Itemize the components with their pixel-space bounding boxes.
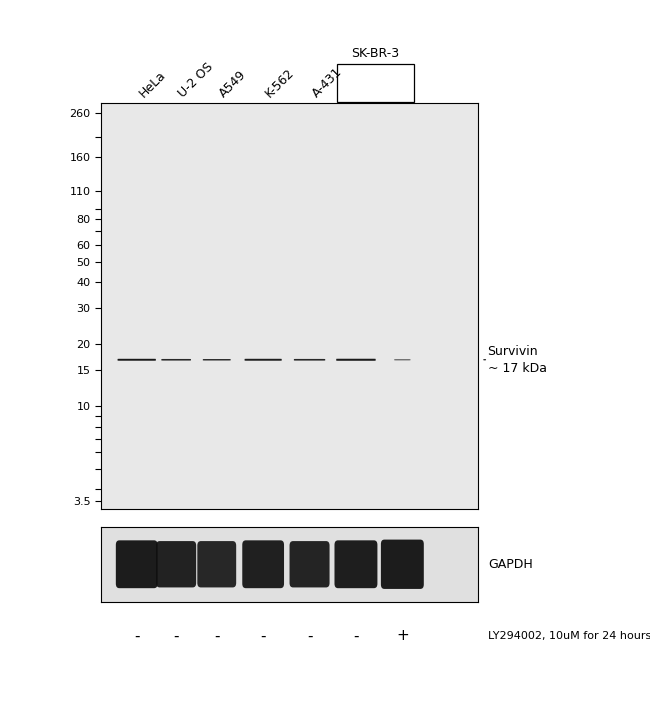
FancyBboxPatch shape (116, 540, 157, 588)
FancyBboxPatch shape (118, 359, 156, 361)
Text: -: - (353, 628, 359, 644)
Text: SK-BR-3: SK-BR-3 (352, 47, 400, 60)
Text: LY294002, 10uM for 24 hours: LY294002, 10uM for 24 hours (488, 631, 650, 641)
Text: -: - (134, 628, 140, 644)
Text: U-2 OS: U-2 OS (176, 60, 216, 100)
FancyBboxPatch shape (335, 540, 378, 588)
FancyBboxPatch shape (336, 359, 376, 361)
Text: A549: A549 (216, 68, 249, 100)
Text: Survivin
~ 17 kDa: Survivin ~ 17 kDa (488, 345, 547, 375)
FancyBboxPatch shape (294, 359, 325, 360)
FancyBboxPatch shape (289, 541, 330, 587)
FancyBboxPatch shape (161, 359, 191, 360)
Text: -: - (174, 628, 179, 644)
Bar (337, 64, 414, 102)
Text: GAPDH: GAPDH (488, 557, 533, 571)
Text: -: - (214, 628, 220, 644)
FancyBboxPatch shape (242, 540, 284, 588)
Text: +: + (396, 628, 409, 644)
Text: HeLa: HeLa (136, 68, 168, 100)
Text: K-562: K-562 (263, 66, 297, 100)
Text: A-431: A-431 (309, 65, 344, 100)
Text: -: - (307, 628, 312, 644)
FancyBboxPatch shape (381, 540, 424, 589)
FancyBboxPatch shape (203, 359, 231, 360)
FancyBboxPatch shape (244, 359, 281, 361)
FancyBboxPatch shape (156, 541, 196, 587)
FancyBboxPatch shape (198, 541, 236, 587)
Text: -: - (261, 628, 266, 644)
FancyBboxPatch shape (395, 359, 410, 360)
